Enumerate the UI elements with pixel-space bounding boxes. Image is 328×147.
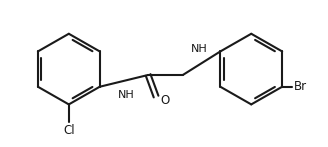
Text: O: O: [160, 94, 169, 107]
Text: Cl: Cl: [63, 124, 75, 137]
Text: Br: Br: [294, 80, 307, 93]
Text: NH: NH: [117, 90, 134, 100]
Text: NH: NH: [191, 44, 208, 54]
